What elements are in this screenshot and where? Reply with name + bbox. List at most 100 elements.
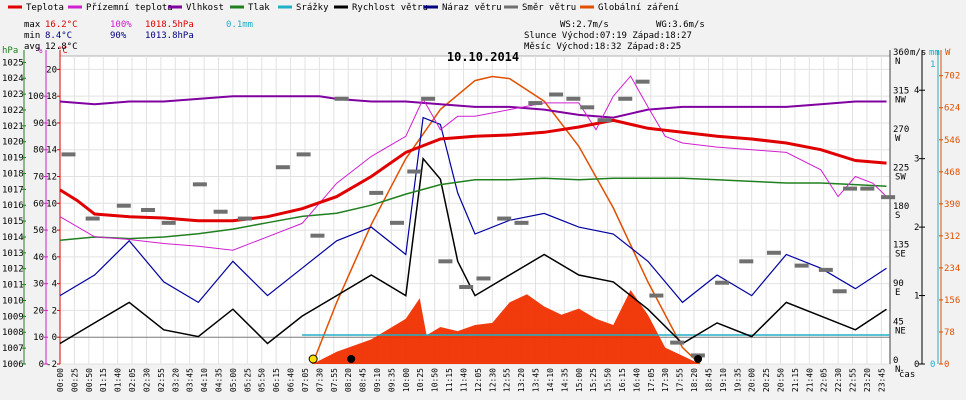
x-tick-label: 01:40 [114,368,123,392]
wind-direction-point [860,186,875,191]
info-sun: Slunce Východ:07:19 Západ:18:27 [524,31,692,41]
x-tick-label: 18:20 [690,368,699,392]
x-tick-label: 03:45 [186,368,195,392]
hpa-tick-label: 1019 [2,154,24,164]
wind-direction-point [407,169,422,174]
x-tick-label: 20:50 [776,368,785,392]
percent-tick-label: 10 [33,333,44,343]
x-tick-label: 00:25 [70,368,79,392]
wind-direction-point [497,216,512,221]
x-tick-label: 07:05 [301,368,310,392]
wind-direction-point [275,165,290,170]
x-tick-label: 17:30 [661,368,670,392]
percent-tick-label: 90 [33,119,44,129]
stats-min-press: 1013.8hPa [145,31,194,41]
radiation-tick-label: 390 [944,200,960,210]
percent-tick-label: 100 [28,92,44,102]
x-tick-label: 15:25 [589,368,598,392]
stats-min-temp: 8.4°C [45,31,72,41]
hpa-tick-label: 1011 [2,281,24,291]
x-tick-label: 11:40 [459,368,468,392]
series-ground-temperature [59,75,887,251]
x-tick-label: 17:05 [647,368,656,392]
x-tick-label: 19:35 [733,368,742,392]
direction-tick-label: 0 [893,356,898,366]
x-tick-label: 10:00 [402,368,411,392]
series-wind-speed [59,156,887,345]
radiation-tick-label: 702 [944,72,960,82]
wind-direction-point [192,182,207,187]
stats-max-rain: 0.1mm [226,20,253,30]
x-tick-label: 13:20 [517,368,526,392]
hpa-tick-label: 1018 [2,169,24,179]
wind-direction-point [141,208,155,212]
hpa-tick-label: 1008 [2,328,24,338]
x-tick-label: 14:35 [560,368,569,392]
celsius-tick-label: 2 [52,306,57,316]
x-tick-label: 22:30 [834,368,843,392]
legend-label: Globální záření [598,3,679,13]
hpa-tick-label: 1016 [2,201,24,211]
radiation-tick-label: 78 [944,328,955,338]
x-tick-label: 21:15 [791,368,800,392]
x-tick-label: 15:50 [604,368,613,392]
x-tick-label: 08:45 [359,368,368,392]
wind-direction-point [580,105,595,110]
x-tick-label: 04:10 [200,368,209,392]
legend-label: Náraz větru [442,3,502,13]
wind-direction-point [649,293,664,298]
direction-tick-label: 270 [893,125,909,135]
x-tick-label: 02:30 [142,368,151,392]
x-tick-label: 12:55 [503,368,512,392]
celsius-axis-unit: °C [57,46,68,56]
legend-label: Vlhkost [186,3,224,13]
x-tick-label: 13:45 [532,368,541,392]
radiation-tick-label: 312 [944,232,960,242]
percent-axis-unit: % [37,46,43,56]
direction-tick-label: W [895,134,901,144]
x-tick-label: 03:20 [171,368,180,392]
x-tick-label: 06:15 [272,368,281,392]
legend-label: Srážky [296,3,329,13]
direction-tick-label: 180 [893,202,909,212]
x-tick-label: 01:15 [99,368,108,392]
wind-direction-point [566,96,581,101]
wind-direction-point [597,118,612,123]
celsius-tick-label: 20 [46,65,57,75]
stats-min-hum: 90% [110,31,127,41]
moonset-marker [347,355,356,363]
stats-max-hum: 100% [110,20,132,30]
hpa-tick-label: 1017 [2,185,24,195]
legend-label: Rychlost větru [352,3,428,13]
wind-direction-point [369,190,384,195]
x-tick-label: 06:40 [287,368,296,392]
stats-avg-temp: 12.8°C [45,42,78,52]
wind-tick-label: 0 [914,360,919,370]
hpa-tick-label: 1015 [2,217,24,227]
wind-axis-unit: m/s [910,48,926,58]
x-tick-label: 08:20 [344,368,353,392]
wind-direction-point [310,233,325,238]
stats-min-label: min [24,31,40,41]
x-tick-label: 09:35 [387,368,396,392]
direction-tick-label: SE [895,250,906,260]
celsius-tick-label: 6 [52,253,57,263]
wind-tick-label: 4 [914,86,919,96]
hpa-tick-label: 1009 [2,312,24,322]
x-tick-label: 14:10 [546,368,555,392]
x-tick-label: 20:25 [762,368,771,392]
wind-direction-point [843,186,858,191]
x-tick-label: 07:55 [330,368,339,392]
hpa-tick-label: 1014 [2,233,24,243]
wind-direction-point [237,216,252,221]
radiation-area [312,290,700,364]
wind-direction-point [635,79,650,84]
radiation-tick-label: 624 [944,104,960,114]
series-humidity [59,95,887,119]
wind-direction-point [476,276,491,281]
rain-tick-label: 1 [930,60,935,70]
celsius-tick-label: 18 [46,92,57,102]
percent-tick-label: 60 [33,199,44,209]
hpa-tick-label: 1021 [2,122,24,132]
